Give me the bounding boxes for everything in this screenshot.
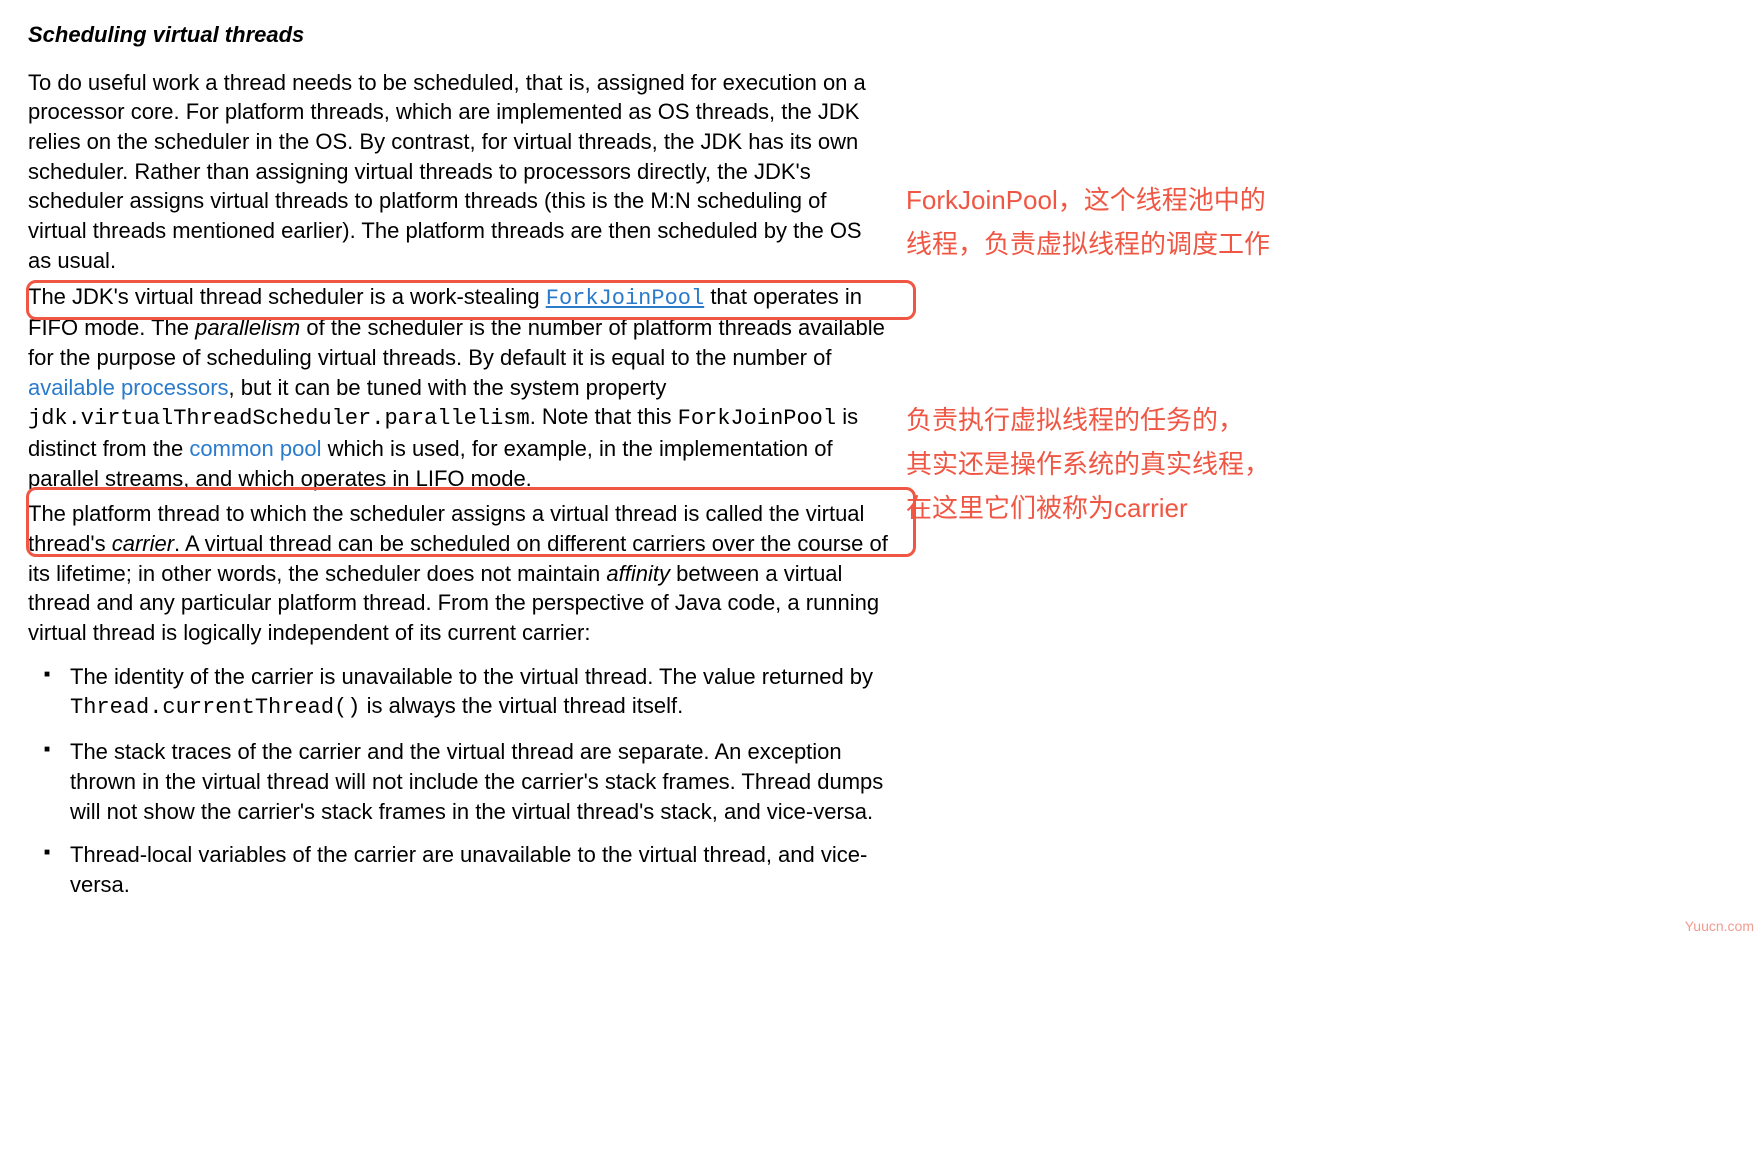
annotation-line: 其实还是操作系统的真实线程， — [906, 442, 1270, 486]
list-item: The identity of the carrier is unavailab… — [70, 662, 890, 723]
common-pool-link[interactable]: common pool — [189, 436, 321, 461]
code-text: jdk.virtualThreadScheduler.parallelism — [28, 406, 530, 431]
italic-text: parallelism — [195, 315, 300, 340]
list-item: Thread-local variables of the carrier ar… — [70, 840, 890, 899]
annotation-line: 在这里它们被称为carrier — [906, 486, 1270, 530]
annotation-1: ForkJoinPool，这个线程池中的 线程，负责虚拟线程的调度工作 — [906, 178, 1270, 266]
bullet-list: The identity of the carrier is unavailab… — [28, 662, 890, 900]
text-segment: . Note that this — [530, 404, 678, 429]
annotation-line: 线程，负责虚拟线程的调度工作 — [906, 222, 1270, 266]
watermark: Yuucn.com — [1685, 918, 1754, 934]
paragraph-3: The platform thread to which the schedul… — [28, 499, 890, 647]
paragraph-1: To do useful work a thread needs to be s… — [28, 68, 890, 276]
text-segment: , but it can be tuned with the system pr… — [229, 375, 667, 400]
list-item: The stack traces of the carrier and the … — [70, 737, 890, 826]
section-heading: Scheduling virtual threads — [28, 20, 890, 50]
annotation-column: ForkJoinPool，这个线程池中的 线程，负责虚拟线程的调度工作 负责执行… — [906, 20, 1736, 914]
italic-text: affinity — [606, 561, 670, 586]
code-text: ForkJoinPool — [678, 406, 836, 431]
text-segment: is always the virtual thread itself. — [360, 693, 683, 718]
available-processors-link[interactable]: available processors — [28, 375, 229, 400]
annotation-line: ForkJoinPool，这个线程池中的 — [906, 178, 1270, 222]
annotation-line: 负责执行虚拟线程的任务的， — [906, 398, 1270, 442]
paragraph-2: The JDK's virtual thread scheduler is a … — [28, 282, 890, 494]
italic-text: carrier — [112, 531, 174, 556]
document-body: Scheduling virtual threads To do useful … — [28, 20, 890, 914]
text-segment: The identity of the carrier is unavailab… — [70, 664, 873, 689]
annotation-2: 负责执行虚拟线程的任务的， 其实还是操作系统的真实线程， 在这里它们被称为car… — [906, 398, 1270, 531]
forkjoinpool-link[interactable]: ForkJoinPool — [546, 286, 704, 311]
code-text: Thread.currentThread() — [70, 695, 360, 720]
text-segment: The JDK's virtual thread scheduler is a … — [28, 284, 546, 309]
